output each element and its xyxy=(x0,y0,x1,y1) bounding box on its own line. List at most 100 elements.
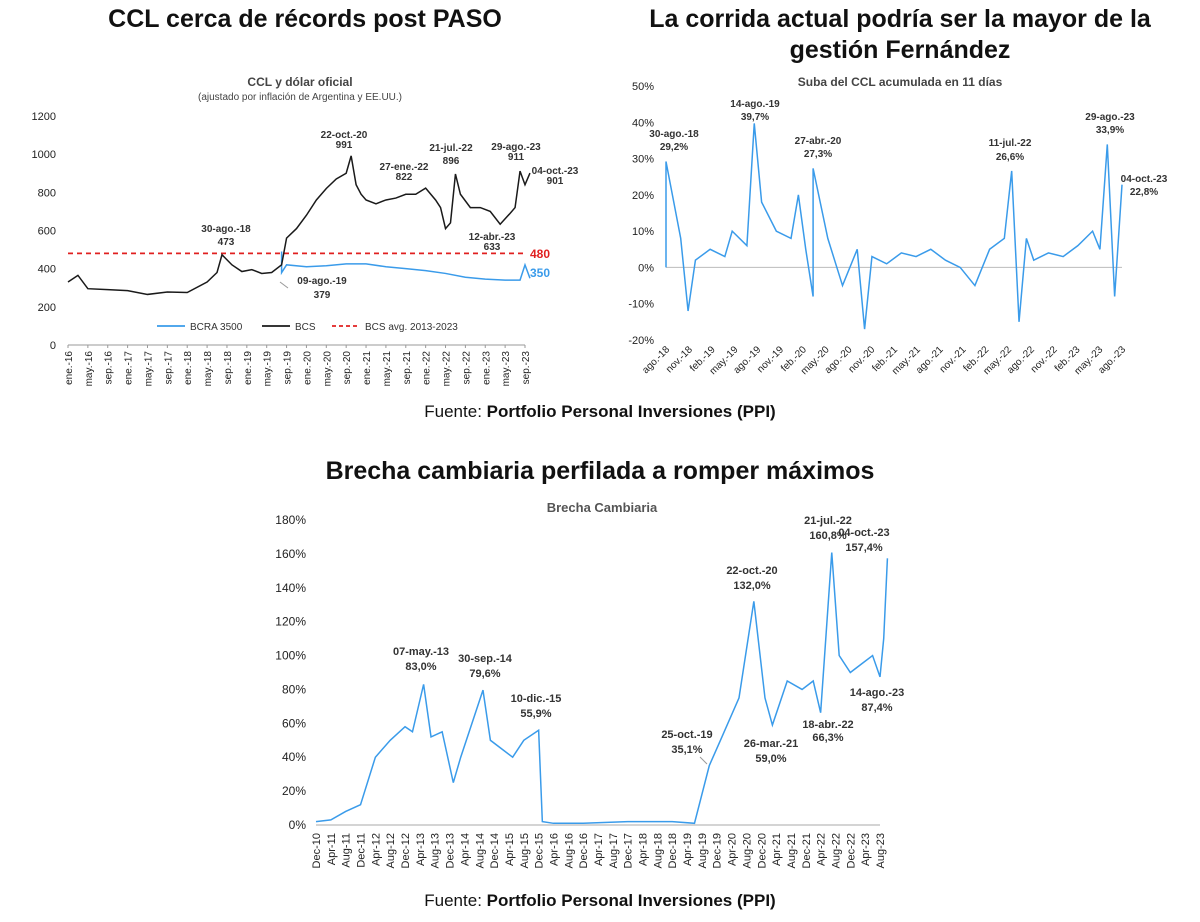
x-tick-label: Apr-11 xyxy=(326,833,338,865)
y-tick-label: 200 xyxy=(38,302,56,314)
x-tick-label: may.-16 xyxy=(84,351,95,387)
x-tick-label: sep.-19 xyxy=(283,351,294,385)
x-tick-label: Aug-16 xyxy=(563,833,575,868)
x-tick-label: Dec-13 xyxy=(445,833,457,868)
annotation-label: 09-ago.-19 xyxy=(297,276,347,287)
x-tick-label: Apr-12 xyxy=(370,833,382,866)
x-tick-label: Dec-18 xyxy=(667,833,679,868)
x-tick-label: may.-17 xyxy=(143,351,154,387)
annotation-value: 35,1% xyxy=(671,744,702,756)
bcra-value-label: 350 xyxy=(530,266,550,280)
annotation-label: 22-oct.-20 xyxy=(726,565,777,577)
annotation-value: 66,3% xyxy=(812,732,843,744)
annotation-label: 12-abr.-23 xyxy=(469,232,516,243)
source2-prefix: Fuente: xyxy=(424,891,487,910)
annotation-value: 26,6% xyxy=(996,152,1024,163)
ccl-chart: CCL y dólar oficial (ajustado por inflaci… xyxy=(32,75,579,387)
y-tick-label: -10% xyxy=(628,299,654,311)
annotation-value: 22,8% xyxy=(1130,187,1158,198)
y-tick-label: 20% xyxy=(632,190,654,202)
x-tick-label: Dec-16 xyxy=(578,833,590,868)
y-tick-label: 20% xyxy=(282,784,306,798)
x-tick-label: Dec-12 xyxy=(400,833,412,868)
avg-value-label: 480 xyxy=(530,247,550,261)
chart-title: CCL y dólar oficial xyxy=(247,75,352,89)
y-tick-label: 30% xyxy=(632,154,654,166)
annotation-value: 59,0% xyxy=(755,753,786,765)
x-tick-label: Dec-22 xyxy=(845,833,857,868)
x-tick-label: ene.-18 xyxy=(183,351,194,385)
y-tick-label: 50% xyxy=(632,81,654,93)
x-tick-label: may.-19 xyxy=(263,351,274,387)
bcra-line xyxy=(280,251,531,281)
annotation-label: 21-jul.-22 xyxy=(804,515,852,527)
x-tick-label: sep.-20 xyxy=(342,351,353,385)
x-tick-label: Apr-16 xyxy=(548,833,560,866)
annotation-label: 30-ago.-18 xyxy=(201,224,251,235)
annotation-value: 27,3% xyxy=(804,149,832,160)
annotation-label: 29-ago.-23 xyxy=(491,142,541,153)
brecha-line xyxy=(315,552,889,825)
title-bottom: Brecha cambiaria perfilada a romper máxi… xyxy=(325,457,875,485)
y-tick-label: 140% xyxy=(275,581,306,595)
annotation-label: 04-oct.-23 xyxy=(532,166,579,177)
annotation-label: 04-oct.-23 xyxy=(838,527,889,539)
source-prefix: Fuente: xyxy=(424,402,487,421)
x-tick-label: Apr-14 xyxy=(459,833,471,866)
y-tick-label: 40% xyxy=(282,750,306,764)
annotation-label: 22-oct.-20 xyxy=(321,130,368,141)
y-tick-label: 0 xyxy=(50,340,56,352)
x-tick-label: Dec-10 xyxy=(311,833,323,868)
annotation-value: 39,7% xyxy=(741,112,769,123)
y-tick-label: 400 xyxy=(38,264,56,276)
x-tick-label: sep.-23 xyxy=(521,351,532,385)
annotation-value: 911 xyxy=(508,152,525,163)
x-tick-label: Apr-17 xyxy=(593,833,605,866)
x-tick-label: Dec-11 xyxy=(356,833,368,868)
chart-title: Brecha Cambiaria xyxy=(547,500,658,515)
chart-title: Suba del CCL acumulada en 11 días xyxy=(798,75,1003,89)
x-tick-label: may.-18 xyxy=(203,351,214,387)
annotation-value: 83,0% xyxy=(405,661,436,673)
legend-label-bcra: BCRA 3500 xyxy=(190,322,243,333)
chart-subtitle: (ajustado por inflación de Argentina y E… xyxy=(198,92,402,103)
x-tick-label: Apr-18 xyxy=(638,833,650,866)
x-tick-label: Dec-20 xyxy=(756,833,768,868)
source-top: Fuente: Portfolio Personal Inversiones (… xyxy=(0,402,1200,422)
x-tick-label: Aug-18 xyxy=(652,833,664,868)
y-tick-label: 600 xyxy=(38,226,56,238)
annotation-leader xyxy=(699,756,708,765)
x-tick-label: Aug-21 xyxy=(786,833,798,868)
x-tick-label: Apr-20 xyxy=(727,833,739,866)
x-tick-label: Apr-19 xyxy=(682,833,694,866)
source2-name: Portfolio Personal Inversiones (PPI) xyxy=(486,891,776,910)
annotation-value: 87,4% xyxy=(861,702,892,714)
y-tick-label: 180% xyxy=(275,513,306,527)
y-tick-label: 60% xyxy=(282,716,306,730)
x-tick-label: Apr-21 xyxy=(771,833,783,866)
annotation-value: 991 xyxy=(336,140,353,151)
annotation-label: 04-oct.-23 xyxy=(1121,174,1168,185)
annotation-value: 132,0% xyxy=(733,580,771,592)
x-tick-label: sep.-22 xyxy=(461,351,472,385)
x-tick-label: Aug-11 xyxy=(341,833,353,868)
y-tick-label: 1000 xyxy=(32,149,56,161)
y-tick-label: 160% xyxy=(275,547,306,561)
x-tick-label: Aug-19 xyxy=(697,833,709,868)
x-tick-label: Aug-17 xyxy=(608,833,620,868)
annotation-label: 11-jul.-22 xyxy=(989,138,1032,149)
annotation-label: 25-oct.-19 xyxy=(661,729,712,741)
annotation-value: 822 xyxy=(396,172,413,183)
annotation-label: 27-ene.-22 xyxy=(380,162,429,173)
annotation-value: 160,8% xyxy=(809,530,847,542)
x-tick-label: Dec-19 xyxy=(712,833,724,868)
x-tick-label: Apr-23 xyxy=(860,833,872,866)
x-tick-label: Apr-13 xyxy=(415,833,427,866)
annotation-label: 27-abr.-20 xyxy=(795,136,842,147)
annotation-label: 14-ago.-23 xyxy=(850,687,904,699)
annotation-value: 379 xyxy=(314,290,331,301)
annotation-label: 26-mar.-21 xyxy=(744,738,798,750)
annotation-value: 55,9% xyxy=(520,708,551,720)
x-tick-label: Aug-20 xyxy=(741,833,753,868)
x-tick-label: ene.-22 xyxy=(422,351,433,385)
